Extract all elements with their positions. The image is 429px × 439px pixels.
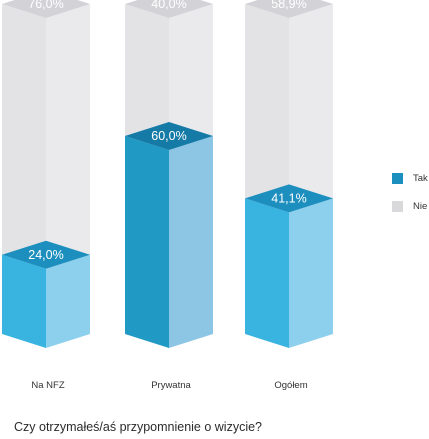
- x-tick-label-1: Prywatna: [151, 380, 191, 391]
- bar-nie-0-side: [46, 4, 90, 269]
- bar-tak-1-front: [125, 136, 169, 348]
- data-label-tak-0: 24,0%: [28, 248, 63, 262]
- data-label-nie-2: 58,9%: [271, 0, 306, 11]
- bar-nie-1-top: [125, 0, 213, 18]
- bar-nie-1-front: [125, 4, 169, 150]
- legend-label-nie: Nie: [413, 200, 428, 212]
- bar-nie-0-top: [2, 0, 90, 18]
- legend-label-tak: Tak: [413, 172, 428, 184]
- bar-tak-0-top: [2, 240, 90, 269]
- bar-tak-1-side: [169, 136, 213, 348]
- bar-tak-1-top: [125, 122, 213, 150]
- bar-tak-0-side: [46, 254, 90, 348]
- x-tick-label-2: Ogółem: [274, 380, 307, 391]
- legend-item-tak: Tak: [392, 171, 428, 185]
- data-label-nie-0: 76,0%: [28, 0, 63, 11]
- bar-tak-2-top: [245, 184, 333, 213]
- bar-tak-2-front: [245, 198, 289, 348]
- bar-nie-0-front: [2, 4, 46, 269]
- chart-question: Czy otrzymałeś/aś przypomnienie o wizyci…: [14, 420, 263, 434]
- data-label-tak-2: 41,1%: [271, 191, 306, 205]
- bar-nie-1-side: [169, 4, 213, 150]
- legend-item-nie: Nie: [392, 199, 428, 213]
- data-label-nie-1: 40,0%: [151, 0, 186, 11]
- bar-tak-0-front: [2, 254, 46, 348]
- legend: Tak Nie: [392, 171, 428, 227]
- bar-tak-2-side: [289, 198, 333, 348]
- legend-swatch-nie: [392, 200, 403, 212]
- data-label-tak-1: 60,0%: [151, 129, 186, 143]
- x-tick-label-0: Na NFZ: [31, 380, 64, 391]
- legend-swatch-tak: [392, 172, 403, 184]
- bar-nie-2-side: [289, 4, 333, 213]
- bar-nie-2-top: [245, 0, 333, 18]
- bar-nie-2-front: [245, 4, 289, 213]
